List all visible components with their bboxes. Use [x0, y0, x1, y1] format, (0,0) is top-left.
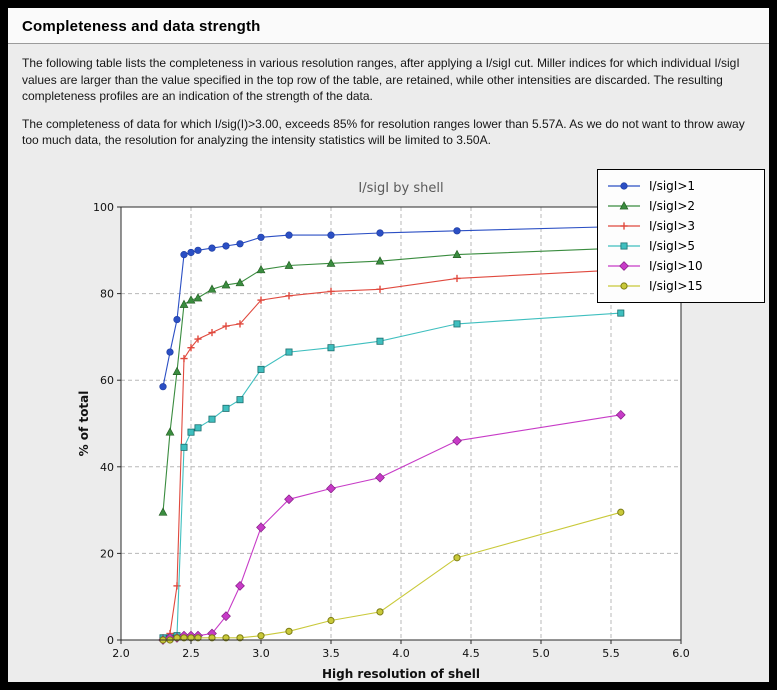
report-page: Completeness and data strength The follo…: [8, 8, 769, 682]
intro-paragraph: The following table lists the completene…: [22, 56, 740, 104]
legend-label: I/sigI>10: [649, 259, 703, 273]
svg-text:4.5: 4.5: [462, 647, 480, 660]
legend-swatch-diamond-icon: [608, 261, 640, 271]
chart-svg: 2.0 2.5 3.0 3.5 4.0 4.5 5.0 5.5 6.0 0 20 40 60 80 100 I…: [77, 181, 690, 681]
legend-label: I/sigI>2: [649, 199, 696, 213]
svg-text:40: 40: [100, 461, 114, 474]
legend-item: I/sigI>15: [606, 277, 756, 295]
svg-text:60: 60: [100, 374, 114, 387]
svg-text:3.0: 3.0: [252, 647, 270, 660]
legend-item: I/sigI>1: [606, 177, 756, 195]
legend-label: I/sigI>3: [649, 219, 696, 233]
svg-text:2.0: 2.0: [112, 647, 130, 660]
legend-item: I/sigI>5: [606, 237, 756, 255]
legend-swatch-triangle-icon: [608, 201, 640, 210]
legend-label: I/sigI>1: [649, 179, 696, 193]
legend-label: I/sigI>5: [649, 239, 696, 253]
chart-legend: I/sigI>1 I/sigI>2 I/sigI>3 I/sigI>5 I/sigI>1…: [597, 169, 765, 303]
legend-swatch-plus-icon: [608, 222, 640, 230]
title-divider: [8, 43, 769, 44]
svg-text:0: 0: [107, 634, 114, 647]
svg-text:80: 80: [100, 288, 114, 301]
svg-text:5.5: 5.5: [602, 647, 620, 660]
legend-item: I/sigI>2: [606, 197, 756, 215]
svg-text:% of total: % of total: [77, 391, 91, 457]
svg-text:100: 100: [93, 201, 114, 214]
legend-swatch-circle-icon: [608, 182, 640, 190]
title-band: Completeness and data strength: [8, 8, 769, 43]
legend-item: I/sigI>3: [606, 217, 756, 235]
legend-swatch-circle-open-icon: [608, 282, 640, 290]
svg-text:2.5: 2.5: [182, 647, 200, 660]
svg-text:6.0: 6.0: [672, 647, 690, 660]
svg-text:High resolution of shell: High resolution of shell: [322, 667, 480, 681]
page-title: Completeness and data strength: [22, 18, 261, 35]
legend-label: I/sigI>15: [649, 279, 703, 293]
svg-text:4.0: 4.0: [392, 647, 410, 660]
svg-text:5.0: 5.0: [532, 647, 550, 660]
chart-figure: 2.0 2.5 3.0 3.5 4.0 4.5 5.0 5.5 6.0 0 20 40 60 80 100 I…: [8, 165, 769, 682]
summary-paragraph: The completeness of data for which I/sig…: [22, 116, 745, 148]
svg-text:20: 20: [100, 547, 114, 560]
legend-swatch-square-icon: [608, 242, 640, 250]
legend-item: I/sigI>10: [606, 257, 756, 275]
svg-text:3.5: 3.5: [322, 647, 340, 660]
svg-text:I/sigI by shell: I/sigI by shell: [358, 181, 443, 196]
